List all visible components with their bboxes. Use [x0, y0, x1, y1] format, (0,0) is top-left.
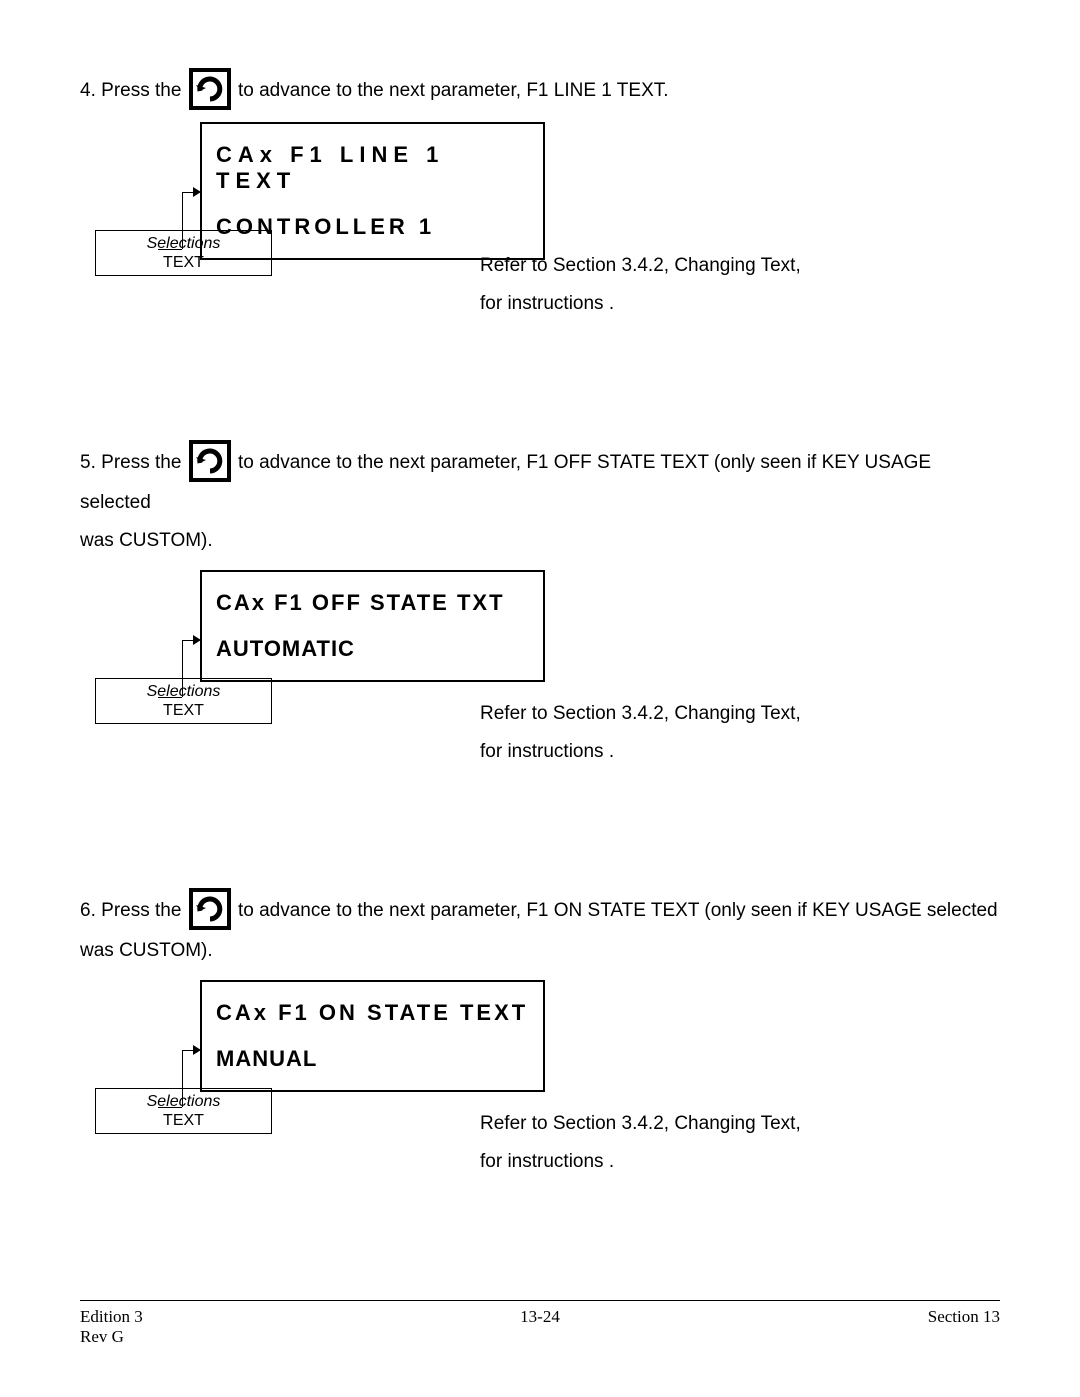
scroll-icon [189, 68, 231, 110]
page: 4. Press the to advance to the next para… [0, 0, 1080, 1397]
refer-line-1: Refer to Section 3.4.2, Changing Text, [480, 703, 801, 724]
display-box: CAx F1 OFF STATE TXT AUTOMATIC [200, 570, 545, 682]
footer-rev: Rev G [80, 1327, 124, 1346]
selections-value: TEXT [96, 701, 271, 720]
footer-page-number: 13-24 [280, 1307, 800, 1347]
step-number: 4. [80, 80, 96, 101]
step-4-text-row: 4. Press the to advance to the next para… [80, 70, 1000, 112]
refer-text: Refer to Section 3.4.2, Changing Text, f… [480, 247, 980, 323]
refer-line-1: Refer to Section 3.4.2, Changing Text, [480, 1113, 801, 1134]
refer-line-1: Refer to Section 3.4.2, Changing Text, [480, 255, 801, 276]
step-prefix: Press the [101, 80, 181, 101]
display-line-1: CAx F1 OFF STATE TXT [216, 590, 529, 616]
scroll-icon [189, 888, 231, 930]
step-suffix: to advance to the next parameter, F1 ON … [238, 900, 998, 921]
selections-label: Selections [96, 682, 271, 701]
refer-text: Refer to Section 3.4.2, Changing Text, f… [480, 1105, 980, 1181]
step-prefix: Press the [101, 900, 181, 921]
display-line-2: MANUAL [216, 1046, 529, 1072]
arrowhead-icon [193, 635, 201, 645]
footer-row: Edition 3 Rev G 13-24 Section 13 [80, 1307, 1000, 1347]
arrowhead-icon [193, 187, 201, 197]
selections-label: Selections [96, 234, 271, 253]
step-5-diagram: CAx F1 OFF STATE TXT AUTOMATIC Selection… [80, 570, 1000, 780]
page-footer: Edition 3 Rev G 13-24 Section 13 [80, 1300, 1000, 1347]
arrowhead-icon [193, 1045, 201, 1055]
footer-rule [80, 1300, 1000, 1301]
step-6-diagram: CAx F1 ON STATE TEXT MANUAL Selections T… [80, 980, 1000, 1190]
display-box: CAx F1 ON STATE TEXT MANUAL [200, 980, 545, 1092]
refer-line-2: for instructions . [480, 1151, 614, 1172]
step-4-diagram: CAx F1 LINE 1 TEXT CONTROLLER 1 Selectio… [80, 122, 1000, 332]
refer-text: Refer to Section 3.4.2, Changing Text, f… [480, 695, 980, 771]
footer-section: Section 13 [800, 1307, 1000, 1347]
selections-value: TEXT [96, 253, 271, 272]
selections-box: Selections TEXT [95, 230, 272, 276]
step-number: 5. [80, 452, 96, 473]
footer-left: Edition 3 Rev G [80, 1307, 280, 1347]
display-line-1: CAx F1 LINE 1 TEXT [216, 142, 529, 194]
step-6: 6. Press the to advance to the next para… [80, 890, 1000, 1190]
selections-value: TEXT [96, 1111, 271, 1130]
step-extra: was CUSTOM). [80, 940, 213, 961]
display-line-1: CAx F1 ON STATE TEXT [216, 1000, 529, 1026]
step-6-text-row: 6. Press the to advance to the next para… [80, 890, 1000, 970]
selections-box: Selections TEXT [95, 678, 272, 724]
scroll-icon [189, 440, 231, 482]
step-suffix: to advance to the next parameter, F1 LIN… [238, 80, 669, 101]
display-line-2: AUTOMATIC [216, 636, 529, 662]
step-5: 5. Press the to advance to the next para… [80, 442, 1000, 780]
selections-box: Selections TEXT [95, 1088, 272, 1134]
step-number: 6. [80, 900, 96, 921]
step-5-text-row: 5. Press the to advance to the next para… [80, 442, 1000, 560]
refer-line-2: for instructions . [480, 741, 614, 762]
refer-line-2: for instructions . [480, 293, 614, 314]
selections-label: Selections [96, 1092, 271, 1111]
step-extra: was CUSTOM). [80, 530, 213, 551]
step-4: 4. Press the to advance to the next para… [80, 70, 1000, 332]
footer-edition: Edition 3 [80, 1307, 143, 1326]
step-prefix: Press the [101, 452, 181, 473]
